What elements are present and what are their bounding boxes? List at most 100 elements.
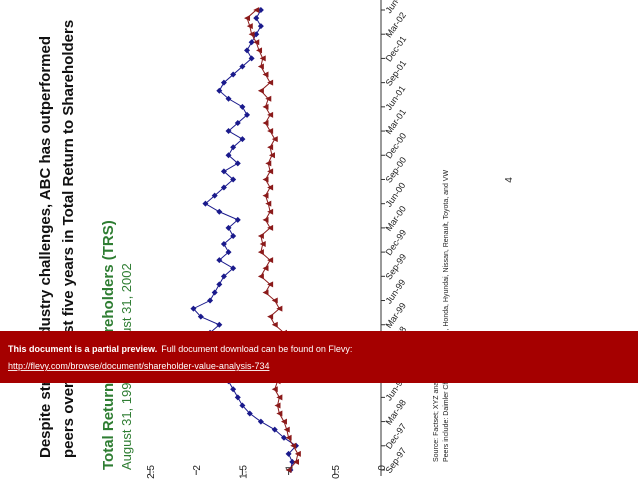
data-point [290, 442, 297, 449]
data-point [253, 39, 260, 46]
x-tick-label: Dec-00 [383, 131, 408, 161]
data-point [216, 87, 223, 94]
data-point [289, 458, 296, 465]
banner-text: This document is a partial preview. Full … [8, 344, 352, 354]
data-point [253, 7, 260, 13]
data-point [257, 418, 264, 425]
source: Peers include: Daimler Chrysler, Ford, G… [443, 170, 450, 462]
x-tick-label: Dec-99 [383, 228, 408, 258]
data-point [257, 63, 264, 70]
data-point [262, 119, 269, 126]
data-point [262, 216, 269, 223]
data-point [216, 281, 223, 288]
data-point [230, 144, 237, 151]
data-point [246, 410, 253, 417]
data-point [276, 305, 283, 312]
data-point [230, 176, 237, 183]
y-tick-label: 2.5 [146, 465, 157, 479]
data-point [216, 208, 223, 215]
data-point [267, 144, 274, 151]
data-point [267, 128, 274, 135]
data-point [230, 265, 237, 272]
data-point [280, 434, 287, 441]
data-point [271, 297, 278, 304]
data-point [285, 434, 292, 441]
data-point [244, 15, 251, 22]
data-point [207, 297, 214, 304]
data-point [271, 386, 278, 393]
data-point [225, 224, 232, 231]
data-point [267, 111, 274, 118]
data-point [267, 208, 274, 215]
data-point [230, 71, 237, 78]
data-point [202, 200, 209, 207]
data-point [267, 168, 274, 175]
data-point [225, 128, 232, 135]
data-point [248, 31, 255, 38]
data-point [190, 305, 197, 312]
page-number: 4 [504, 177, 515, 183]
y-tick-label: 2 [192, 465, 203, 471]
data-point [239, 402, 246, 409]
data-point [274, 402, 281, 409]
data-point [216, 321, 223, 328]
data-point [268, 152, 275, 159]
data-point [244, 47, 251, 54]
x-tick-label: Mar-01 [383, 107, 408, 136]
data-point [280, 418, 287, 425]
data-point [234, 119, 241, 126]
plot: 00.511.522.5Sep-97Dec-97Mar-98Jun-98Sep-… [146, 0, 408, 479]
x-tick-label: Jun-01 [383, 84, 407, 112]
x-tick-label: Sep-01 [383, 58, 408, 88]
headline: peers over the past five years in Total … [60, 20, 77, 458]
data-point [294, 450, 301, 457]
x-tick-label: Mar-98 [383, 398, 408, 427]
data-point [257, 232, 264, 239]
data-point [262, 176, 269, 183]
x-tick-label: Jun-00 [383, 181, 407, 209]
data-point [257, 87, 264, 94]
data-point [267, 224, 274, 231]
data-point [211, 289, 218, 296]
data-point [285, 450, 292, 457]
data-point [220, 168, 227, 175]
x-tick-label: Mar-99 [383, 301, 408, 330]
x-tick-label: Mar-00 [383, 204, 408, 233]
data-point [256, 47, 263, 54]
x-tick-label: Sep-97 [383, 446, 408, 476]
data-point [234, 216, 241, 223]
source: Source: Factset; XYZ analysis [433, 368, 440, 462]
data-point [265, 160, 272, 167]
data-point [248, 39, 255, 46]
data-point [276, 394, 283, 401]
data-point [257, 249, 264, 256]
banner-note: Full document download can be found on F… [161, 344, 352, 354]
data-point [239, 136, 246, 143]
data-point [283, 426, 290, 433]
data-point [216, 257, 223, 264]
data-point [239, 63, 246, 70]
x-tick-label: Mar-02 [383, 10, 408, 39]
data-point [262, 289, 269, 296]
data-point [246, 23, 253, 30]
data-point [257, 7, 264, 13]
data-point [257, 273, 264, 280]
data-point [259, 55, 266, 62]
x-tick-label: Dec-97 [383, 421, 408, 451]
data-point [271, 321, 278, 328]
data-point [267, 281, 274, 288]
banner-link[interactable]: http://flevy.com/browse/document/shareho… [8, 361, 269, 371]
data-point [220, 273, 227, 280]
data-point [262, 265, 269, 272]
data-point [265, 95, 272, 102]
data-point [225, 249, 232, 256]
data-point [267, 257, 274, 264]
data-point [220, 184, 227, 191]
data-point [239, 103, 246, 110]
x-tick-label: Sep-00 [383, 155, 408, 185]
y-tick-label: 0.5 [331, 465, 342, 479]
data-point [271, 426, 278, 433]
data-point [292, 458, 299, 465]
